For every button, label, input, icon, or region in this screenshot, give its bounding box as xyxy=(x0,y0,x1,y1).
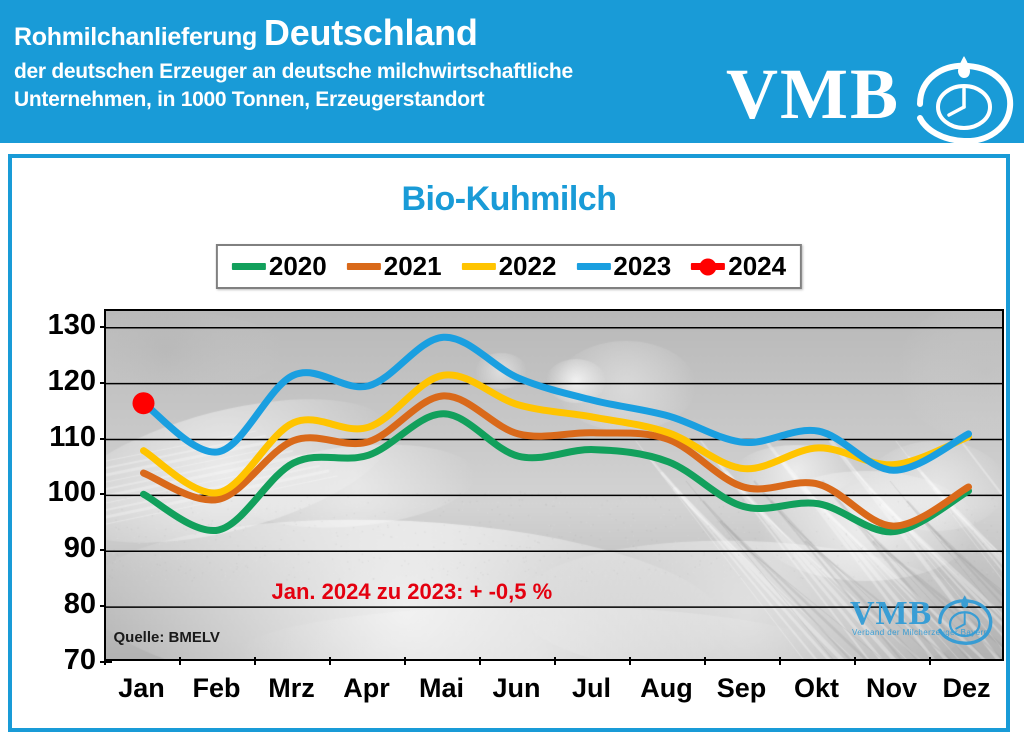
x-axis-labels: Jan Feb Mrz Apr Mai Jun Jul Aug Sep Okt Nov Dez xyxy=(104,665,1004,711)
series-line-2020 xyxy=(144,414,969,532)
x-axis-tick-Feb: Feb xyxy=(178,673,256,704)
legend-label-2023: 2023 xyxy=(613,251,671,282)
y-axis-tick-70: 70 xyxy=(24,646,96,675)
x-tick-mark xyxy=(104,657,106,665)
vmb-logo: VMB xyxy=(726,62,1016,140)
x-axis-tick-Sep: Sep xyxy=(703,673,781,704)
header-band: Rohmilchanlieferung Deutschland der deut… xyxy=(0,0,1024,143)
milk-drop-swirl-icon xyxy=(906,52,1016,143)
legend-item-2022[interactable]: 2022 xyxy=(462,251,557,282)
header-line-1: Rohmilchanlieferung Deutschland xyxy=(14,18,774,52)
y-axis-labels: 70 80 90 100 110 120 130 xyxy=(16,309,96,661)
legend-swatch-2020 xyxy=(232,263,266,270)
x-tick-mark xyxy=(179,657,181,665)
x-tick-mark xyxy=(404,657,406,665)
legend-item-2024[interactable]: 2024 xyxy=(691,251,786,282)
legend-item-2020[interactable]: 2020 xyxy=(232,251,327,282)
x-tick-mark xyxy=(854,657,856,665)
legend-label-2020: 2020 xyxy=(269,251,327,282)
x-axis-tick-Dez: Dez xyxy=(928,673,1006,704)
header-line-3: Unternehmen, in 1000 Tonnen, Erzeugersta… xyxy=(14,86,774,114)
x-axis-tick-Jan: Jan xyxy=(103,673,181,704)
source-note: Quelle: BMELV xyxy=(114,629,220,646)
y-axis-tick-110: 110 xyxy=(24,423,96,452)
chart-panel: Bio-Kuhmilch 2020 2021 2022 2023 2024 70 80 90… xyxy=(8,154,1010,732)
legend-label-2022: 2022 xyxy=(499,251,557,282)
vmb-logo-letters: VMB xyxy=(726,58,900,130)
comparison-annotation: Jan. 2024 zu 2023: + -0,5 % xyxy=(272,579,553,605)
x-tick-mark xyxy=(329,657,331,665)
y-tick-mark xyxy=(100,661,112,663)
x-tick-mark xyxy=(779,657,781,665)
x-tick-mark xyxy=(704,657,706,665)
header-title-big: Deutschland xyxy=(264,12,478,53)
watermark-milk-drop-icon xyxy=(932,593,994,645)
plot-watermark-logo: VMB Verband der Milcherzeuger Bayern xyxy=(844,595,994,653)
legend-swatch-2021 xyxy=(347,263,381,270)
legend-item-2023[interactable]: 2023 xyxy=(576,251,671,282)
legend-label-2024: 2024 xyxy=(728,251,786,282)
x-tick-mark xyxy=(554,657,556,665)
series-marker-2024 xyxy=(133,392,155,414)
legend-item-2021[interactable]: 2021 xyxy=(347,251,442,282)
header-title-block: Rohmilchanlieferung Deutschland der deut… xyxy=(14,18,774,114)
x-axis-tick-Jul: Jul xyxy=(553,673,631,704)
legend-swatch-2024 xyxy=(691,263,725,270)
chart-legend: 2020 2021 2022 2023 2024 xyxy=(216,244,802,289)
x-tick-mark xyxy=(254,657,256,665)
x-axis-tick-Aug: Aug xyxy=(628,673,706,704)
x-axis-tick-Apr: Apr xyxy=(328,673,406,704)
y-axis-tick-80: 80 xyxy=(24,590,96,619)
plot-wrapper: 70 80 90 100 110 120 130 Jan. 2024 zu 2023: + … xyxy=(104,309,1004,661)
x-axis-tick-Mrz: Mrz xyxy=(253,673,331,704)
x-axis-tick-Mai: Mai xyxy=(403,673,481,704)
x-tick-mark xyxy=(479,657,481,665)
series-line-2021 xyxy=(144,396,969,526)
plot-area: Jan. 2024 zu 2023: + -0,5 % Quelle: BMEL… xyxy=(104,309,1004,661)
x-axis-tick-Jun: Jun xyxy=(478,673,556,704)
chart-title: Bio-Kuhmilch xyxy=(12,180,1006,219)
y-axis-tick-130: 130 xyxy=(24,311,96,340)
y-axis-tick-100: 100 xyxy=(24,478,96,507)
y-axis-tick-90: 90 xyxy=(24,534,96,563)
header-line-2: der deutschen Erzeuger an deutsche milch… xyxy=(14,58,774,86)
legend-swatch-2023 xyxy=(576,263,610,270)
y-axis-tick-120: 120 xyxy=(24,367,96,396)
legend-label-2021: 2021 xyxy=(384,251,442,282)
legend-swatch-2022 xyxy=(462,263,496,270)
x-axis-tick-Okt: Okt xyxy=(778,673,856,704)
x-tick-mark xyxy=(629,657,631,665)
x-axis-tick-Nov: Nov xyxy=(853,673,931,704)
header-title-small: Rohmilchanlieferung xyxy=(14,23,257,51)
x-tick-mark xyxy=(929,657,931,665)
